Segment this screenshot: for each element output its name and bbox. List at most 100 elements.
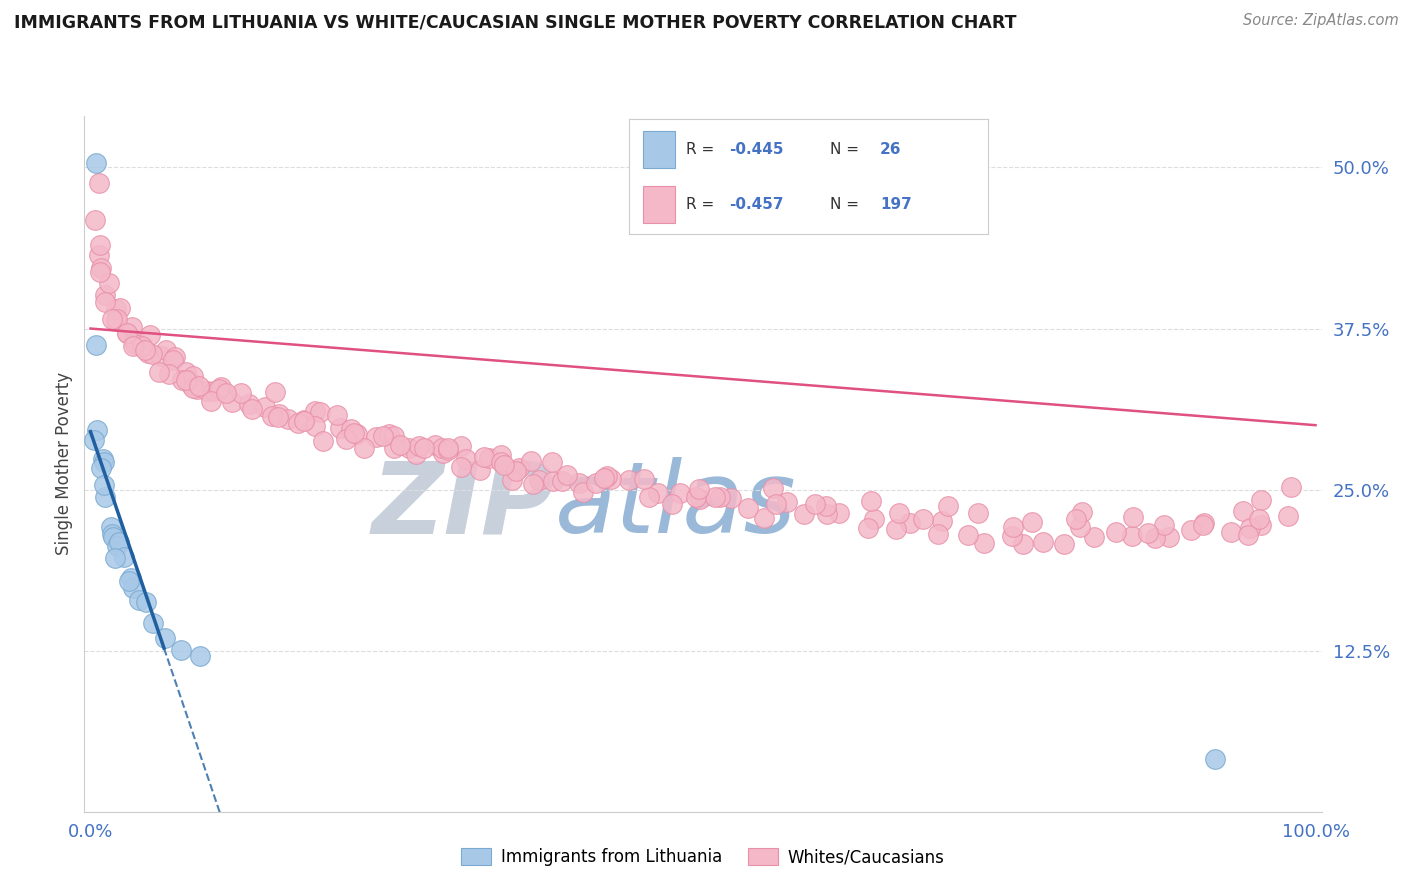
Point xyxy=(887,506,910,520)
Legend: Immigrants from Lithuania, Whites/Caucasians: Immigrants from Lithuania, Whites/Caucas… xyxy=(454,841,952,873)
Point xyxy=(157,367,180,381)
Point xyxy=(90,461,112,475)
Point xyxy=(862,512,884,526)
Point xyxy=(1122,509,1144,524)
Point xyxy=(208,383,231,397)
Point xyxy=(776,495,799,509)
Text: IMMIGRANTS FROM LITHUANIA VS WHITE/CAUCASIAN SINGLE MOTHER POVERTY CORRELATION C: IMMIGRANTS FROM LITHUANIA VS WHITE/CAUCA… xyxy=(14,13,1017,31)
Point xyxy=(105,311,128,326)
Point xyxy=(936,499,959,513)
Point xyxy=(737,500,759,515)
Point xyxy=(505,464,527,478)
Point xyxy=(118,574,141,588)
Point xyxy=(174,373,197,387)
Point xyxy=(685,490,707,504)
Point xyxy=(115,326,138,340)
Point xyxy=(1136,526,1159,541)
Point xyxy=(264,385,287,400)
Point xyxy=(450,459,472,474)
Point xyxy=(585,475,607,490)
Point xyxy=(120,571,142,585)
Point xyxy=(83,433,105,447)
Point xyxy=(1069,520,1091,534)
Point xyxy=(89,238,111,252)
Point xyxy=(1220,525,1243,540)
Point xyxy=(131,339,153,353)
Point xyxy=(593,471,616,485)
Point xyxy=(957,528,980,542)
Point xyxy=(170,373,193,387)
Point xyxy=(540,455,562,469)
Point xyxy=(112,549,135,564)
Point xyxy=(633,472,655,486)
Point xyxy=(413,441,436,455)
Point xyxy=(884,522,907,536)
Point xyxy=(134,343,156,357)
Point xyxy=(253,400,276,414)
Point xyxy=(84,156,107,170)
Point xyxy=(195,384,218,399)
Point xyxy=(814,499,837,513)
Point xyxy=(312,434,335,448)
Point xyxy=(617,473,640,487)
Point xyxy=(1153,518,1175,533)
Text: atlas: atlas xyxy=(554,457,796,554)
Point xyxy=(94,295,117,310)
Point xyxy=(121,581,143,595)
Point xyxy=(177,373,200,387)
Point xyxy=(472,450,495,465)
Point xyxy=(202,384,225,399)
Point xyxy=(1157,530,1180,544)
Point xyxy=(84,338,107,352)
Point xyxy=(931,514,953,528)
Point xyxy=(405,447,427,461)
Point xyxy=(595,470,617,484)
Point xyxy=(804,497,827,511)
Text: ZIP: ZIP xyxy=(371,457,554,554)
Point xyxy=(339,421,361,435)
Point xyxy=(105,301,128,316)
Point xyxy=(571,485,593,500)
Point xyxy=(90,260,112,275)
Point xyxy=(93,478,115,492)
Point xyxy=(86,423,108,437)
Point xyxy=(856,521,879,535)
Point xyxy=(231,385,253,400)
Point xyxy=(141,347,163,361)
Point xyxy=(325,408,347,422)
Point xyxy=(555,468,578,483)
Point xyxy=(408,439,430,453)
Point xyxy=(508,461,530,475)
Point xyxy=(93,455,115,469)
Point xyxy=(181,368,204,383)
Point xyxy=(520,454,543,468)
Point xyxy=(100,520,122,534)
Point xyxy=(1250,517,1272,532)
Point xyxy=(269,407,291,421)
Point xyxy=(122,333,145,347)
Point xyxy=(94,490,117,504)
Point xyxy=(135,595,157,609)
Point xyxy=(384,441,406,455)
Point xyxy=(378,427,401,442)
Point xyxy=(430,441,453,455)
Point xyxy=(121,320,143,334)
Point xyxy=(600,472,623,486)
Point xyxy=(165,351,187,365)
Point xyxy=(1001,528,1024,542)
Point xyxy=(1192,516,1215,530)
Point xyxy=(128,593,150,607)
Point xyxy=(927,527,949,541)
Point xyxy=(186,382,208,396)
Point xyxy=(162,352,184,367)
Point xyxy=(1083,530,1105,544)
Point xyxy=(1053,537,1076,551)
Point xyxy=(1021,515,1043,529)
Point xyxy=(148,365,170,379)
Point xyxy=(382,429,405,443)
Point xyxy=(180,378,202,392)
Point xyxy=(94,288,117,302)
Point xyxy=(1001,520,1024,534)
Point xyxy=(1121,529,1143,543)
Point xyxy=(1032,535,1054,549)
